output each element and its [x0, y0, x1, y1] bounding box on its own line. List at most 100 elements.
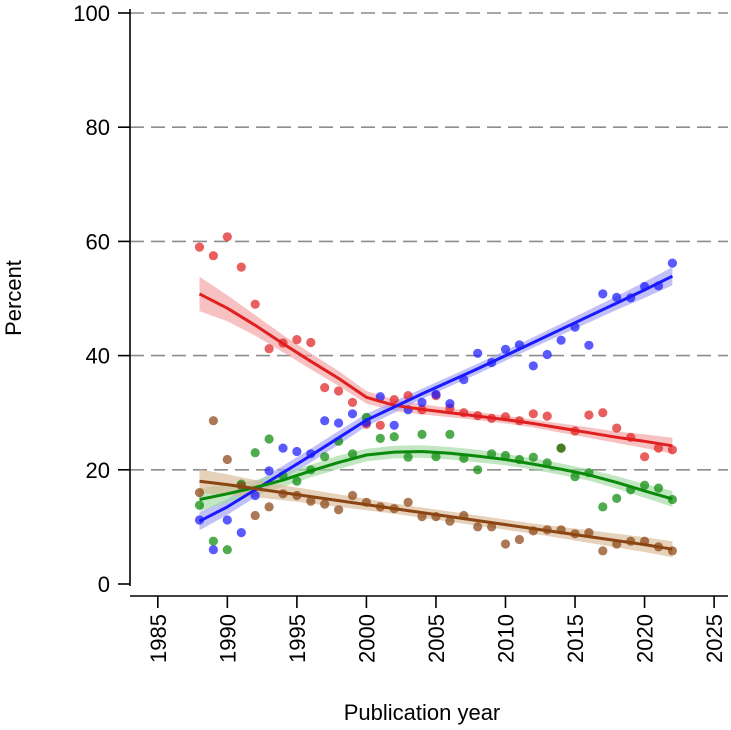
point-blue: [667, 258, 678, 268]
point-red: [640, 452, 650, 462]
point-blue: [417, 397, 427, 407]
point-brown: [514, 534, 525, 545]
point-blue: [542, 349, 552, 360]
point-blue: [598, 289, 608, 299]
point-green: [528, 452, 538, 462]
point-blue: [500, 344, 511, 354]
point-red: [528, 409, 538, 419]
point-red: [347, 397, 358, 407]
point-blue: [389, 420, 399, 430]
x-axis-title: Publication year: [344, 700, 501, 725]
point-brown: [487, 522, 497, 532]
fit-line-brown: [199, 479, 673, 551]
point-blue: [292, 446, 302, 457]
point-red: [598, 408, 608, 418]
point-green: [640, 480, 650, 490]
point-blue: [431, 389, 441, 399]
point-green: [417, 429, 427, 439]
y-tick-label: 20: [86, 458, 110, 483]
point-red: [250, 299, 260, 309]
x-tick-label: 2010: [493, 614, 518, 663]
point-red: [292, 335, 302, 345]
point-brown: [473, 522, 483, 532]
point-brown: [500, 539, 511, 549]
point-red: [667, 445, 678, 455]
axes: 0 20 40 60 80 100 1985 1990 1995 2000 2005 2010 2015…: [73, 1, 728, 663]
point-blue: [236, 528, 246, 538]
point-brown: [598, 546, 608, 556]
x-tick-label: 2020: [633, 614, 658, 663]
point-green: [347, 449, 358, 459]
point-red: [306, 337, 316, 348]
x-tick-label: 2000: [354, 614, 379, 663]
x-tick-label: 2005: [424, 614, 449, 663]
point-blue: [556, 335, 566, 345]
point-blue: [347, 409, 358, 419]
point-green: [473, 465, 483, 475]
point-blue: [222, 515, 232, 525]
point-brown: [347, 490, 358, 501]
point-green: [653, 483, 664, 493]
point-green: [292, 476, 302, 486]
point-blue: [445, 399, 455, 409]
point-red: [389, 395, 399, 405]
ci-band-red: [199, 276, 673, 454]
point-red: [334, 386, 344, 396]
point-green: [375, 433, 385, 443]
fit-lines: [198, 274, 674, 551]
point-red: [320, 383, 330, 393]
x-tick-label: 1985: [146, 614, 171, 663]
point-red: [208, 251, 218, 261]
x-tick-label: 2015: [563, 614, 588, 663]
point-blue: [612, 292, 622, 302]
point-brown: [403, 497, 413, 507]
point-blue: [278, 443, 288, 453]
scatter-points: [194, 232, 678, 556]
point-red: [222, 232, 232, 242]
point-green: [264, 434, 274, 444]
point-red: [264, 344, 274, 354]
y-tick-label: 0: [98, 572, 110, 597]
point-green: [598, 502, 608, 512]
point-red: [375, 420, 385, 430]
point-brown: [250, 510, 260, 521]
point-blue: [208, 545, 218, 555]
grid-lines: [130, 12, 728, 471]
x-tick-label: 2025: [702, 614, 727, 663]
point-green: [222, 545, 232, 555]
point-red: [584, 410, 594, 420]
point-brown: [320, 499, 330, 509]
point-green: [403, 452, 413, 462]
point-brown: [306, 496, 316, 506]
point-red: [236, 262, 246, 272]
point-blue: [334, 418, 344, 428]
point-blue: [250, 490, 260, 501]
point-green: [208, 536, 218, 546]
point-green: [389, 432, 399, 442]
point-red: [194, 242, 205, 252]
point-blue: [375, 392, 385, 402]
fit-line-blue: [198, 274, 674, 523]
point-brown: [334, 505, 344, 515]
y-axis-title: Percent: [1, 260, 26, 336]
point-blue: [584, 340, 594, 350]
point-brown: [264, 502, 274, 512]
fit-line-red: [198, 292, 673, 448]
y-tick-label: 100: [73, 1, 110, 26]
point-blue: [264, 466, 274, 476]
point-brown: [445, 516, 455, 526]
point-brown: [222, 454, 232, 465]
point-blue: [528, 361, 538, 371]
point-red: [653, 443, 664, 453]
fit-line-green: [199, 450, 673, 501]
point-blue: [473, 348, 483, 358]
x-tick-label: 1995: [285, 614, 310, 663]
point-green: [445, 429, 455, 439]
y-tick-label: 40: [86, 344, 110, 369]
point-green: [194, 500, 205, 510]
point-blue: [320, 416, 330, 426]
point-green: [431, 452, 441, 462]
point-red: [612, 423, 622, 433]
y-tick-label: 80: [86, 115, 110, 140]
